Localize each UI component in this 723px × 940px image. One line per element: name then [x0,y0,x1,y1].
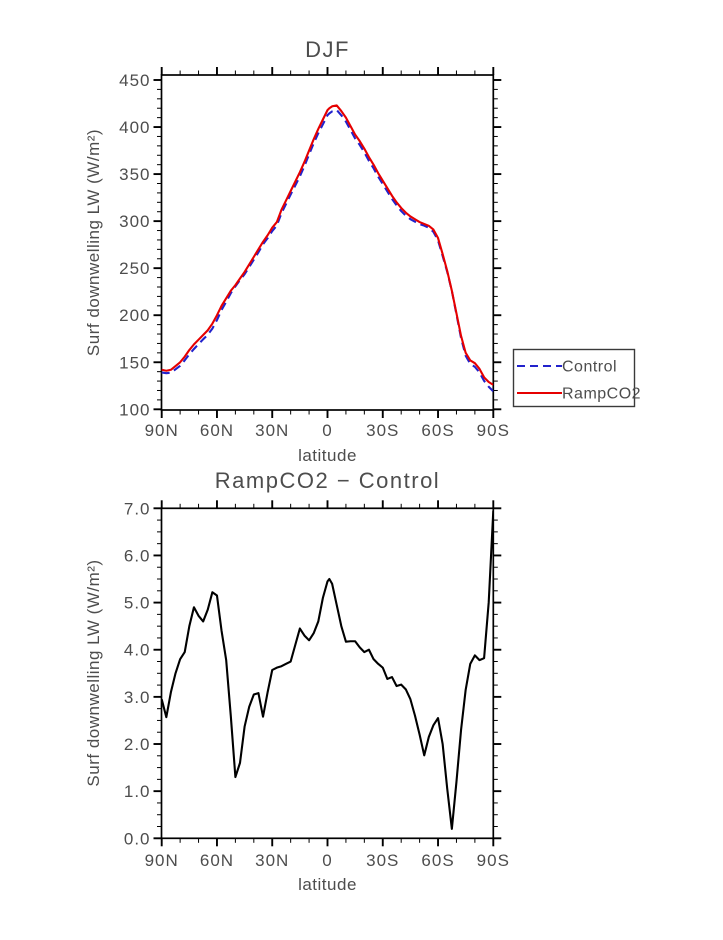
x-tick-label: 90N [145,851,179,870]
x-tick-label: 90N [145,421,179,440]
top-y-axis-label: Surf downwelling LW (W/m²) [84,129,103,356]
x-tick-label: 30N [255,851,289,870]
x-tick-label: 60S [421,421,454,440]
y-tick-label: 400 [119,118,150,137]
bottom-axes-frame: 90N 60N 30N 0 30S 60S 90S 0.0 1.0 2.0 3.0 4.0 5.0 6.0… [124,499,510,870]
y-tick-label: 1.0 [124,782,151,801]
y-tick-label: 3.0 [124,688,151,707]
x-tick-label: 0 [322,851,332,870]
bottom-x-axis-label: latitude [298,875,357,894]
y-tick-label: 150 [119,353,150,372]
bottom-panel-title: RampCO2 − Control [215,468,440,493]
x-tick-label: 90S [477,851,510,870]
y-tick-label: 6.0 [124,546,151,565]
plot-frame [160,74,495,411]
x-tick-label: 60N [200,851,234,870]
x-tick-label: 30S [366,851,399,870]
bottom-curves [161,510,494,830]
legend: Control RampCO2 [512,348,641,408]
plot-frame [160,507,495,840]
y-tick-label: 4.0 [124,641,151,660]
x-tick-label: 30S [366,421,399,440]
top-x-axis-label: latitude [298,446,357,465]
y-tick-label: 0.0 [124,829,151,848]
bottom-y-axis-label: Surf downwelling LW (W/m²) [84,559,103,786]
x-tick-label: 90S [477,421,510,440]
y-tick-label: 300 [119,212,150,231]
y-tick-label: 450 [119,71,150,90]
series-rampco2 [161,104,494,386]
legend-label-control: Control [562,359,617,376]
x-tick-label: 0 [322,421,332,440]
bottom-panel: RampCO2 − Control Surf downwelling LW (W… [84,468,510,894]
y-tick-label: 2.0 [124,735,151,754]
y-tick-label: 200 [119,306,150,325]
legend-label-rampco2: RampCO2 [562,386,641,403]
y-tick-label: 7.0 [124,499,151,518]
top-curves [161,104,494,393]
y-tick-label: 350 [119,165,150,184]
legend-box [512,348,636,408]
series-control [161,108,494,393]
x-tick-label: 30N [255,421,289,440]
y-tick-label: 5.0 [124,594,151,613]
x-tick-label: 60N [200,421,234,440]
top-axes-frame: 90N 60N 30N 0 30S 60S 90S 100 150 200 250 300 350 400… [119,67,510,440]
x-tick-label: 60S [421,851,454,870]
y-tick-label: 250 [119,259,150,278]
y-tick-label: 100 [119,400,150,419]
series-rampco2-control [161,510,494,830]
top-panel-title: DJF [305,37,350,62]
top-panel: DJF Surf downwelling LW (W/m²) latitude … [84,37,641,465]
